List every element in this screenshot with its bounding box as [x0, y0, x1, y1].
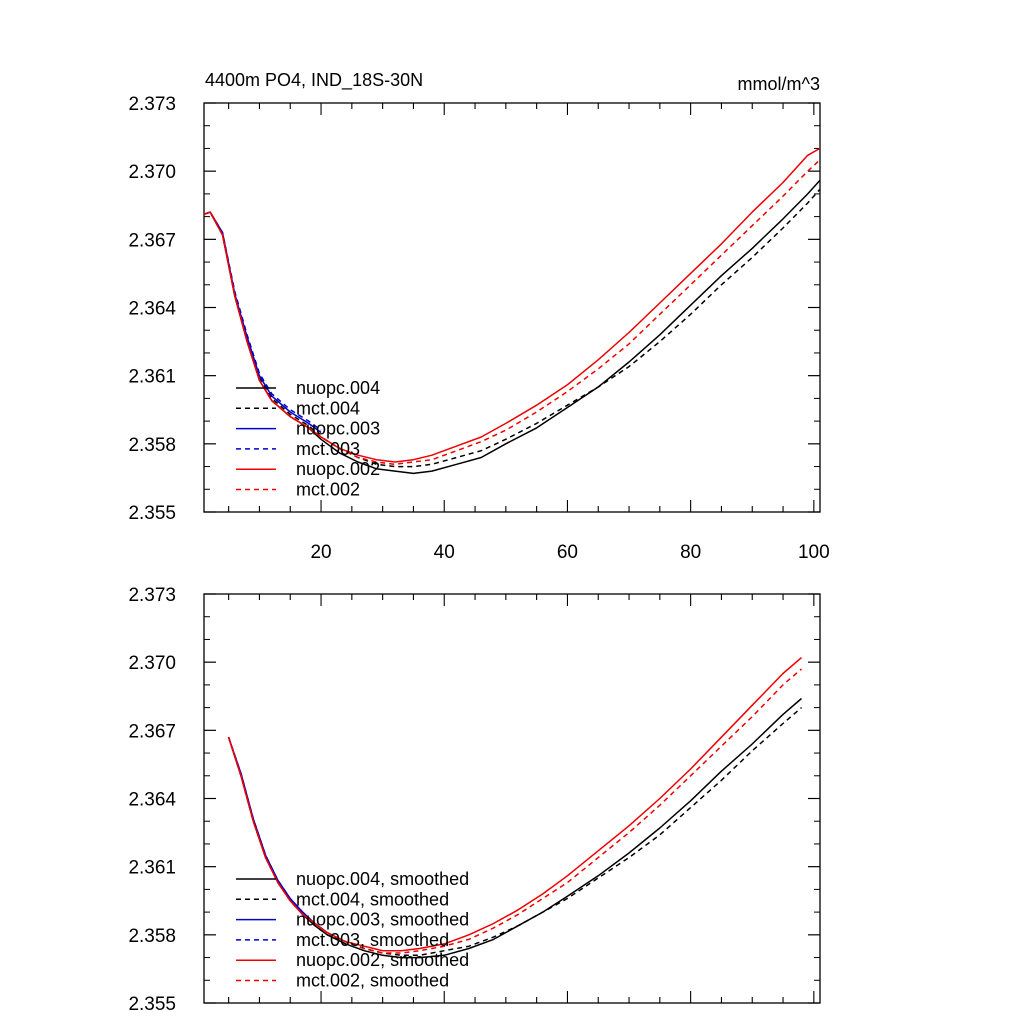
legend-label: nuopc.003 — [296, 419, 380, 439]
legend-label: nuopc.004, smoothed — [296, 869, 469, 889]
legend-label: mct.002 — [296, 480, 360, 500]
y-tick-label: 2.373 — [128, 585, 176, 606]
y-tick-label: 2.367 — [128, 230, 176, 251]
y-tick-label: 2.364 — [128, 790, 176, 811]
legend-label: nuopc.002 — [296, 459, 380, 479]
y-tick-label: 2.370 — [128, 653, 176, 674]
legend-label: mct.002, smoothed — [296, 971, 449, 991]
y-tick-label: 2.358 — [128, 435, 176, 456]
x-tick-label: 60 — [557, 542, 578, 563]
legend-label: nuopc.003, smoothed — [296, 910, 469, 930]
legend-label: nuopc.004 — [296, 378, 380, 398]
series-line — [203, 159, 821, 466]
y-tick-label: 2.361 — [128, 367, 176, 388]
y-tick-label: 2.355 — [128, 994, 176, 1015]
y-tick-label: 2.361 — [128, 858, 176, 879]
legend-label: mct.003 — [296, 439, 360, 459]
legend-label: nuopc.002, smoothed — [296, 950, 469, 970]
bottom-panel-smoothed: 2.355 2.358 2.361 2.364 2.367 2.370 2.373 nuopc… — [128, 585, 821, 1015]
figure-title: 4400m PO4, IND_18S-30N — [205, 70, 423, 91]
series-line — [227, 668, 802, 954]
legend-label: mct.003, smoothed — [296, 930, 449, 950]
x-tick-label: 100 — [798, 542, 830, 563]
y-tick-label: 2.367 — [128, 721, 176, 742]
y-tick-label: 2.358 — [128, 926, 176, 947]
top-panel-raw: 2.355 2.358 2.361 2.364 2.367 2.370 2.373 20 40 6… — [128, 94, 829, 563]
x-tick-label: 20 — [310, 542, 331, 563]
x-tick-label: 80 — [680, 542, 701, 563]
x-tick-label: 40 — [434, 542, 455, 563]
legend-label: mct.004, smoothed — [296, 889, 449, 909]
legend-label: mct.004 — [296, 398, 360, 418]
units-label: mmol/m^3 — [738, 74, 820, 94]
y-tick-label: 2.373 — [128, 94, 176, 115]
y-tick-label: 2.355 — [128, 503, 176, 524]
y-tick-label: 2.370 — [128, 162, 176, 183]
y-tick-label: 2.364 — [128, 299, 176, 320]
